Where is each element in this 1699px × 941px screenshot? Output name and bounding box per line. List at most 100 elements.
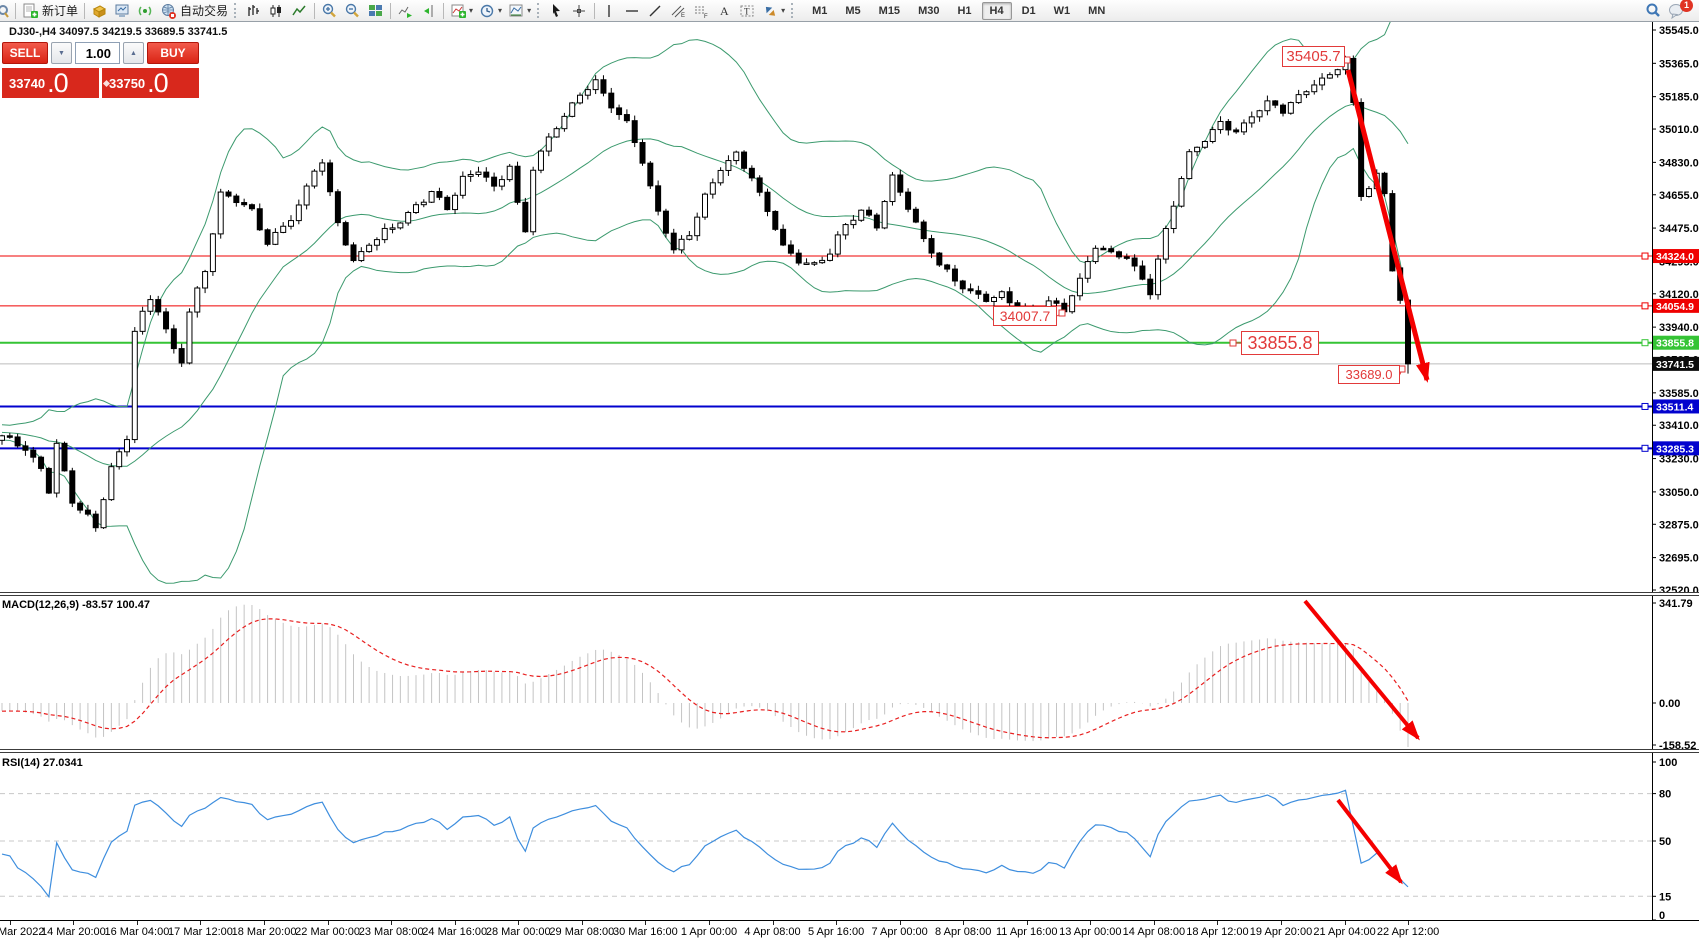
trend-arrow[interactable] <box>1303 599 1420 741</box>
timeframe-H4[interactable]: H4 <box>981 1 1012 20</box>
market-watch-icon[interactable] <box>88 1 111 21</box>
rsi-line[interactable] <box>1 789 1409 899</box>
time-label: 8 Apr 08:00 <box>935 926 992 938</box>
signal-icon[interactable] <box>134 1 157 21</box>
macd-signal-line[interactable] <box>1 618 1409 739</box>
price-tick-label: 32695.0 <box>1659 553 1699 565</box>
price-annotation[interactable]: 34007.7 <box>993 306 1057 326</box>
tile-windows-icon[interactable] <box>364 1 387 21</box>
price-annotation[interactable]: 35405.7 <box>1282 46 1345 67</box>
timeframe-D1[interactable]: D1 <box>1021 4 1036 17</box>
indicators-icon[interactable]: ▾ <box>447 1 476 21</box>
price-badge <box>1653 441 1699 456</box>
bar-chart-icon[interactable] <box>242 1 265 21</box>
symbol-ohlc-line: DJ30-,H4 34097.5 34219.5 33689.5 33741.5 <box>9 26 228 38</box>
timeframe-M15[interactable]: M15 <box>878 4 901 17</box>
time-label: 1 Apr 00:00 <box>680 926 738 938</box>
horizontal-line-icon[interactable] <box>621 1 644 21</box>
timeframe-M5[interactable]: M5 <box>845 4 861 17</box>
cursor-icon[interactable] <box>545 1 568 21</box>
line-handle-icon[interactable] <box>1641 402 1649 410</box>
pane-separator[interactable] <box>0 592 1699 596</box>
text-label-icon[interactable]: T <box>736 1 759 21</box>
trend-arrow[interactable] <box>1336 798 1403 885</box>
channel-icon[interactable]: E <box>667 1 690 21</box>
toolbar-grip[interactable] <box>234 3 239 18</box>
bollinger-upper-band[interactable] <box>1 22 1408 426</box>
trend-arrow[interactable] <box>1345 69 1430 383</box>
timeframe-H1[interactable]: H1 <box>957 4 972 17</box>
terminal-icon[interactable] <box>111 1 134 21</box>
timeframe-W1[interactable]: W1 <box>1053 4 1071 17</box>
time-label: 22 Apr 12:00 <box>1376 926 1440 938</box>
line-handle-icon[interactable] <box>1641 339 1649 347</box>
new-order-button[interactable]: 新订单 <box>19 1 81 21</box>
sell-button[interactable]: SELL <box>2 42 48 64</box>
fibonacci-icon[interactable]: F <box>690 1 713 21</box>
time-tick <box>136 921 138 925</box>
bollinger-middle-band[interactable] <box>1 103 1409 467</box>
text-icon[interactable]: A <box>713 1 736 21</box>
bollinger-lower-band[interactable] <box>1 147 1409 584</box>
clipped-icon[interactable] <box>0 1 12 21</box>
price-annotation[interactable]: 33689.0 <box>1338 365 1400 384</box>
zoom-in-icon[interactable] <box>318 1 341 21</box>
zoom-out-icon[interactable] <box>341 1 364 21</box>
timeframe-M30[interactable]: M30 <box>918 4 940 17</box>
autotrade-button[interactable]: 自动交易 <box>157 1 231 21</box>
annotation-anchor-icon[interactable] <box>1229 339 1237 347</box>
volume-increase-button[interactable]: ▲ <box>123 42 144 64</box>
periods-caret[interactable]: ▾ <box>498 6 503 15</box>
time-tick <box>454 921 456 925</box>
vertical-line-icon[interactable] <box>598 1 621 21</box>
templates-icon[interactable]: ▾ <box>505 1 534 21</box>
timeframe-M1[interactable]: M1 <box>812 4 828 17</box>
shapes-icon[interactable]: ▾ <box>759 1 788 21</box>
periods-icon[interactable]: ▾ <box>476 1 505 21</box>
time-tick <box>772 921 774 925</box>
macd-indicator-pane[interactable]: 341.79 0.00 -158.52 <box>0 596 1699 749</box>
price-badge-label: 34054.9 <box>1656 301 1694 313</box>
search-icon[interactable] <box>1641 1 1665 21</box>
templates-caret[interactable]: ▾ <box>527 6 532 15</box>
price-tick-label: 35185.0 <box>1659 92 1699 104</box>
auto-scroll-icon[interactable] <box>394 1 417 21</box>
time-tick <box>963 921 965 925</box>
pane-separator[interactable] <box>0 749 1699 753</box>
line-chart-icon[interactable] <box>288 1 311 21</box>
trendline-icon[interactable] <box>644 1 667 21</box>
time-label: 5 Apr 16:00 <box>807 926 865 938</box>
annotation-anchor-icon[interactable] <box>1058 309 1066 317</box>
time-label: 23 Mar 08:00 <box>358 926 424 938</box>
time-label: 24 Mar 16:00 <box>422 926 488 938</box>
rsi-tick-label: 100 <box>1659 757 1677 769</box>
sell-price-display[interactable]: 33740 .0 <box>2 68 99 98</box>
volume-decrease-button[interactable]: ▼ <box>51 42 72 64</box>
toolbar-grip[interactable] <box>791 3 796 18</box>
rsi-indicator-pane[interactable]: 100 80 50 15 0 <box>0 753 1699 920</box>
buy-price-display[interactable]: 33750 .0 <box>102 68 199 98</box>
candlestick-chart-icon[interactable] <box>265 1 288 21</box>
time-label: 21 Apr 04:00 <box>1313 926 1376 938</box>
timeframe-MN[interactable]: MN <box>1088 4 1106 17</box>
price-tick-label: 33940.0 <box>1659 322 1699 334</box>
crosshair-icon[interactable] <box>568 1 591 21</box>
line-handle-icon[interactable] <box>1641 252 1649 260</box>
time-label: 4 Apr 08:00 <box>744 926 801 938</box>
main-price-chart[interactable]: 35545.0 35365.0 35185.0 35010.0 34830.0 34655… <box>0 22 1699 592</box>
indicators-caret[interactable]: ▾ <box>469 6 474 15</box>
price-badge-label: 33741.5 <box>1656 359 1694 371</box>
shapes-caret[interactable]: ▾ <box>781 6 786 15</box>
rsi-tick-label: 80 <box>1659 789 1671 801</box>
line-handle-icon[interactable] <box>1641 444 1649 452</box>
time-label: 11 Apr 16:00 <box>995 926 1058 938</box>
chart-shift-icon[interactable] <box>417 1 440 21</box>
price-annotation[interactable]: 33855.8 <box>1241 331 1319 355</box>
new-order-icon <box>23 3 38 18</box>
notifications-icon[interactable]: 1 <box>1665 0 1693 21</box>
buy-button[interactable]: BUY <box>147 42 199 64</box>
toolbar-grip[interactable] <box>537 3 542 18</box>
volume-input[interactable]: 1.00 <box>75 42 120 64</box>
line-handle-icon[interactable] <box>1641 302 1649 310</box>
